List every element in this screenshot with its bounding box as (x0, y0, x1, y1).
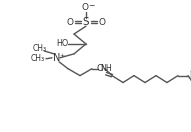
Text: O: O (96, 64, 104, 73)
Text: −: − (88, 1, 94, 10)
Text: NH: NH (100, 64, 112, 73)
Text: O: O (82, 3, 88, 12)
Text: O: O (66, 18, 74, 27)
Text: HO: HO (56, 39, 68, 48)
Text: CH₃: CH₃ (33, 44, 47, 53)
Text: +: + (59, 53, 65, 58)
Text: N: N (53, 53, 61, 63)
Text: O: O (99, 18, 105, 27)
Text: CH₃: CH₃ (31, 54, 45, 63)
Text: S: S (83, 17, 89, 27)
